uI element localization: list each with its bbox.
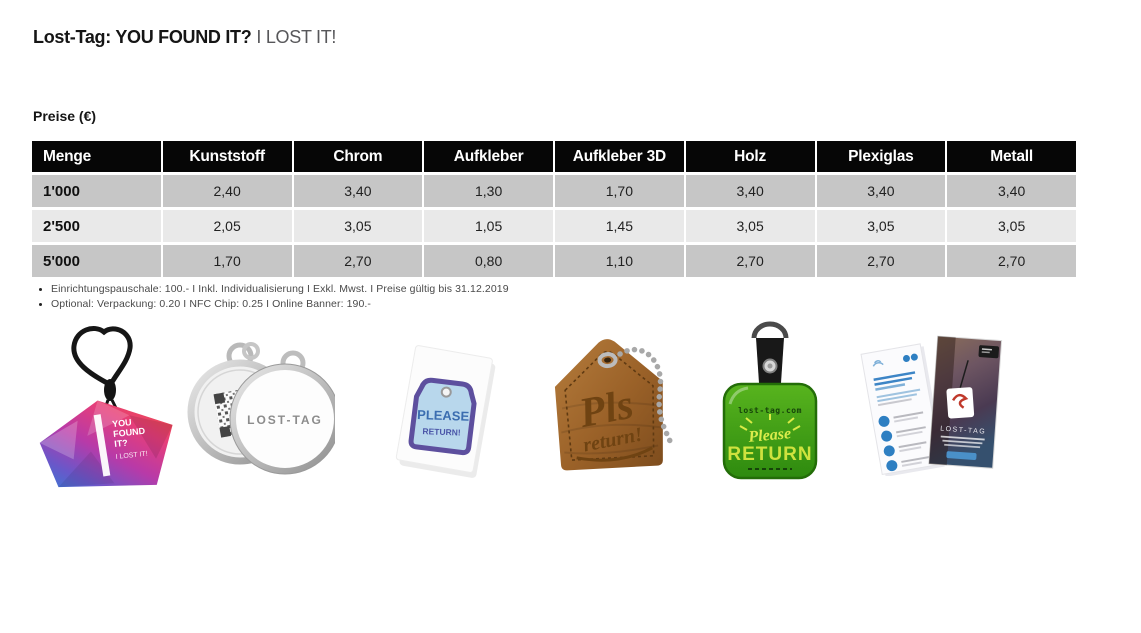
price-cell: 2,70 (685, 245, 815, 277)
price-cell: 1,70 (162, 245, 292, 277)
key-ring-icon (751, 321, 789, 339)
ball-chain (617, 346, 675, 449)
price-cell: 3,40 (947, 175, 1076, 207)
price-cell: 3,40 (816, 175, 946, 207)
price-cell: 3,40 (685, 175, 815, 207)
price-cell: 2,70 (947, 245, 1076, 277)
price-cell: 3,05 (293, 210, 423, 242)
column-header-metall: Metall (947, 141, 1076, 172)
price-cell: 1,05 (424, 210, 553, 242)
note-item: Optional: Verpackung: 0.20 I NFC Chip: 0… (51, 297, 509, 312)
step-icons (878, 411, 932, 472)
photo-flyer: LOST-TAG (928, 335, 1003, 469)
tag-text: RETURN (727, 444, 812, 465)
prices-heading: Preise (€) (33, 108, 97, 124)
product-gallery: YOU FOUND IT? I LOST IT! (0, 318, 1141, 498)
product-photo-chrom-tag: LOST-TAG (183, 332, 335, 478)
column-header-kunststoff: Kunststoff (162, 141, 292, 172)
price-cell: 2,05 (162, 210, 292, 242)
product-photo-flyers: LOST-TAG (857, 330, 1003, 476)
tag-hole (440, 386, 452, 398)
price-cell: 1,10 (555, 245, 684, 277)
info-flyer (860, 343, 945, 476)
page-title: Lost-Tag: YOU FOUND IT? I LOST IT! (33, 27, 336, 48)
price-cell: 3,05 (947, 210, 1076, 242)
product-photo-aufkleber-sticker: PLEASE RETURN! (383, 340, 505, 482)
quantity-cell: 2'500 (32, 210, 161, 242)
price-cell: 3,05 (685, 210, 815, 242)
price-cell: 2,70 (293, 245, 423, 277)
quantity-cell: 1'000 (32, 175, 161, 207)
tag-text: Please (747, 425, 792, 446)
stitch-border (564, 350, 655, 461)
tag-text: IT? (114, 438, 128, 449)
tag-text: FOUND (113, 426, 146, 439)
column-header-holz: Holz (685, 141, 815, 172)
tag-url-text: lost-tag.com (738, 406, 802, 415)
price-cell: 1,70 (555, 175, 684, 207)
column-header-aufkleber-3d: Aufkleber 3D (555, 141, 684, 172)
lost-tag-logo: LOST-TAG (940, 426, 986, 436)
sticker-sheet: PLEASE RETURN! (395, 345, 496, 478)
price-cell: 1,45 (555, 210, 684, 242)
tag-text: YOU (112, 417, 132, 429)
logo-disc: LOST-TAG (229, 350, 335, 475)
eyelet (597, 352, 618, 369)
green-tag-body: lost-tag.com Please RETURN (722, 382, 818, 480)
lost-tag-logo: LOST-TAG (247, 413, 323, 427)
tag-sticker-shape (408, 377, 477, 456)
cord-loop (71, 326, 133, 413)
page-title-main: Lost-Tag: YOU FOUND IT? (33, 27, 252, 47)
wifi-icon (872, 360, 884, 367)
price-notes: Einrichtungspauschale: 100.- I Inkl. Ind… (36, 282, 509, 311)
note-item: Einrichtungspauschale: 100.- I Inkl. Ind… (51, 282, 509, 297)
column-header-menge: Menge (32, 141, 161, 172)
key-ring-icon (242, 342, 260, 360)
price-cell: 3,05 (816, 210, 946, 242)
price-cell: 0,80 (424, 245, 553, 277)
price-cell: 3,40 (293, 175, 423, 207)
price-table: Menge Kunststoff Chrom Aufkleber Aufkleb… (32, 141, 1076, 277)
quantity-cell: 5'000 (32, 245, 161, 277)
product-photo-holz-tag: Pls return! (532, 326, 688, 478)
sticker-text: PLEASE (417, 407, 470, 424)
rays (739, 414, 801, 431)
column-header-aufkleber: Aufkleber (424, 141, 553, 172)
tag-text: I LOST IT! (115, 451, 148, 461)
column-header-plexiglas: Plexiglas (816, 141, 946, 172)
product-photo-plexiglas-tag: lost-tag.com Please RETURN (714, 320, 826, 482)
flyer-button (946, 451, 977, 460)
column-header-chrom: Chrom (293, 141, 423, 172)
price-cell: 2,70 (816, 245, 946, 277)
price-cell: 1,30 (424, 175, 553, 207)
price-cell: 2,40 (162, 175, 292, 207)
product-photo-kunststoff-tag: YOU FOUND IT? I LOST IT! (30, 322, 180, 490)
page-title-sub: I LOST IT! (256, 27, 337, 47)
sticker-text: RETURN! (422, 426, 461, 437)
wooden-tag-body: Pls return! (554, 339, 663, 471)
poly-tag-body: YOU FOUND IT? I LOST IT! (39, 400, 173, 488)
engraved-text: Pls (575, 382, 637, 438)
mini-tag (946, 387, 975, 419)
chip-label (978, 345, 1000, 359)
